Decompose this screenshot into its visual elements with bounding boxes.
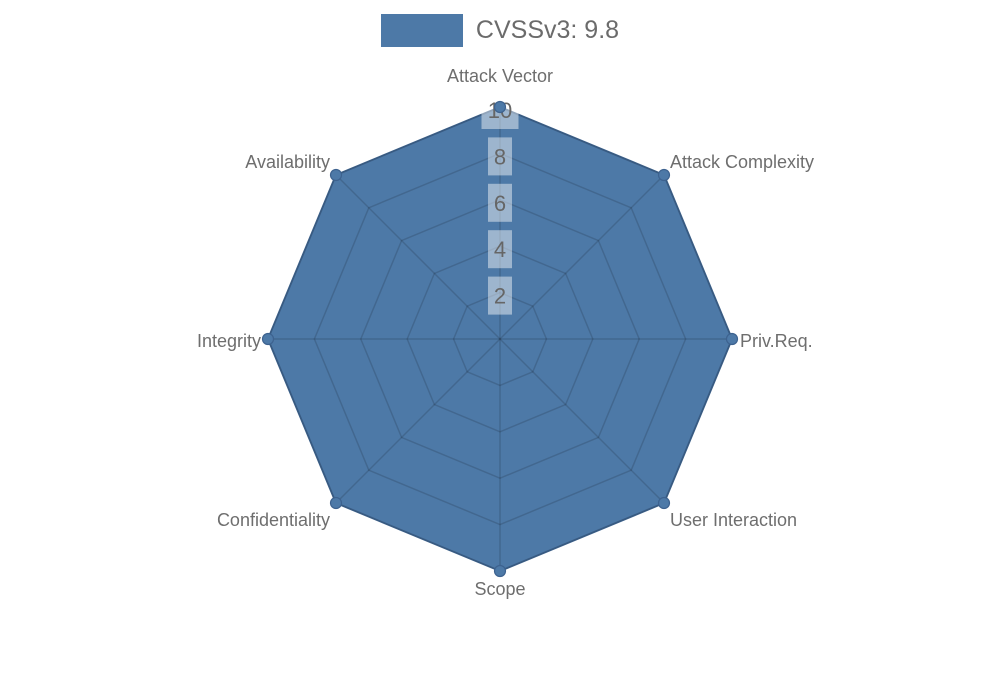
radar-data-point[interactable] xyxy=(329,168,343,182)
radar-data-point[interactable] xyxy=(657,496,671,510)
radar-grid-ring xyxy=(359,198,641,480)
radial-tick-backdrop xyxy=(488,137,512,176)
radar-axis-spoke xyxy=(335,174,501,340)
radial-tick-backdrop xyxy=(488,276,512,315)
radar-axis-spoke xyxy=(499,338,665,504)
axis-label-user-interaction: User Interaction xyxy=(670,510,797,530)
radar-axis-spoke xyxy=(335,338,501,504)
radial-tick-backdrop xyxy=(488,230,512,269)
radar-grid-ring xyxy=(452,291,548,387)
radar-axis-spoke xyxy=(499,174,665,340)
axis-label-attack-complexity: Attack Complexity xyxy=(670,152,814,172)
legend-swatch-icon xyxy=(380,14,463,47)
radial-tick-label: 8 xyxy=(494,144,506,169)
axis-label-attack-vector: Attack Vector xyxy=(447,66,553,86)
legend-item[interactable]: CVSSv3: 9.8 xyxy=(380,14,620,47)
radar-data-point[interactable] xyxy=(493,564,507,578)
radar-grid-ring xyxy=(406,245,594,433)
legend-label: CVSSv3: 9.8 xyxy=(475,16,620,44)
radar-data-point[interactable] xyxy=(725,332,739,346)
radial-tick-label: 6 xyxy=(494,191,506,216)
radar-data-point[interactable] xyxy=(657,168,671,182)
radial-tick-label: 2 xyxy=(494,284,506,309)
radial-tick-backdrop xyxy=(488,183,512,222)
axis-label-integrity: Integrity xyxy=(197,331,261,351)
radar-data-point[interactable] xyxy=(261,332,275,346)
radar-grid-ring xyxy=(313,152,687,526)
axis-label-priv-req: Priv.Req. xyxy=(740,331,813,351)
axis-label-scope: Scope xyxy=(474,579,525,599)
radar-data-point[interactable] xyxy=(329,496,343,510)
axis-label-availability: Availability xyxy=(245,152,330,172)
axis-label-confidentiality: Confidentiality xyxy=(217,510,330,530)
radar-data-point[interactable] xyxy=(493,100,507,114)
radial-tick-label: 4 xyxy=(494,237,506,262)
chart-legend: CVSSv3: 9.8 xyxy=(0,14,1000,47)
